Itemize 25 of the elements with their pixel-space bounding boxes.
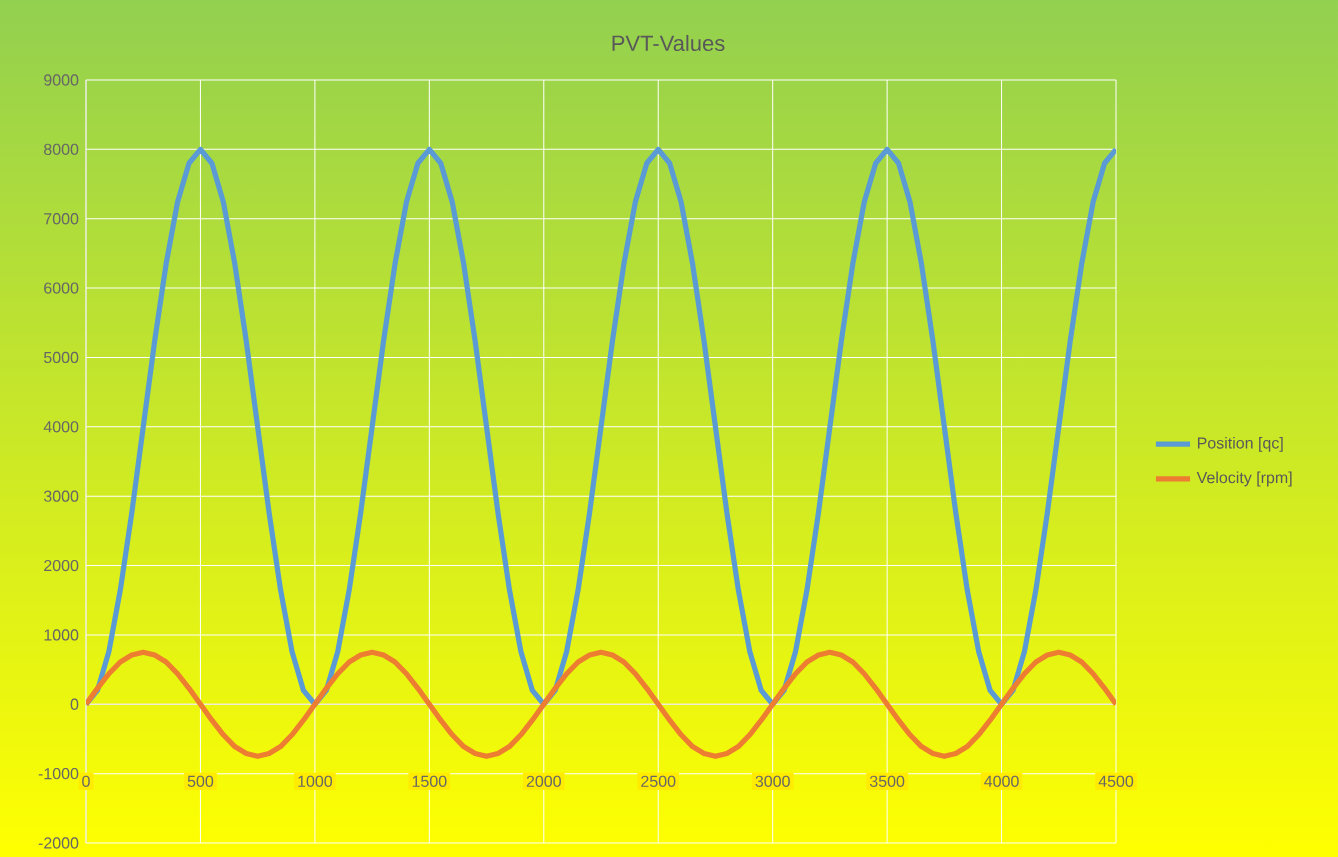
y-tick-label: -2000 [38,837,79,849]
x-tick-label: 1000 [298,775,333,787]
x-tick-label: 3000 [755,775,790,787]
legend-label: Velocity [rpm] [1196,471,1292,487]
y-tick-label: 4000 [43,421,79,433]
y-tick-label: -1000 [38,767,79,780]
x-tick-label: 2500 [641,775,676,787]
y-tick-label: 0 [70,698,79,710]
legend-label: Position [qc] [1197,436,1283,452]
x-tick-label: 3500 [869,775,905,787]
x-tick-label: 500 [187,775,214,787]
x-tick-label: 4000 [984,775,1019,787]
chart-title: PVT-Values [612,34,725,52]
y-tick-label: 3000 [43,490,79,502]
y-tick-label: 8000 [44,143,79,156]
y-tick-label: 6000 [44,282,79,294]
x-tick-label: 1500 [412,775,447,787]
x-tick-label: 4500 [1098,775,1134,787]
x-tick-label: 2000 [526,775,561,787]
x-tick-label: 0 [82,775,90,787]
y-tick-label: 1000 [44,629,79,641]
y-tick-label: 2000 [44,559,79,572]
y-tick-label: 5000 [43,351,79,364]
y-tick-label: 7000 [44,213,79,225]
y-tick-label: 9000 [44,74,79,86]
